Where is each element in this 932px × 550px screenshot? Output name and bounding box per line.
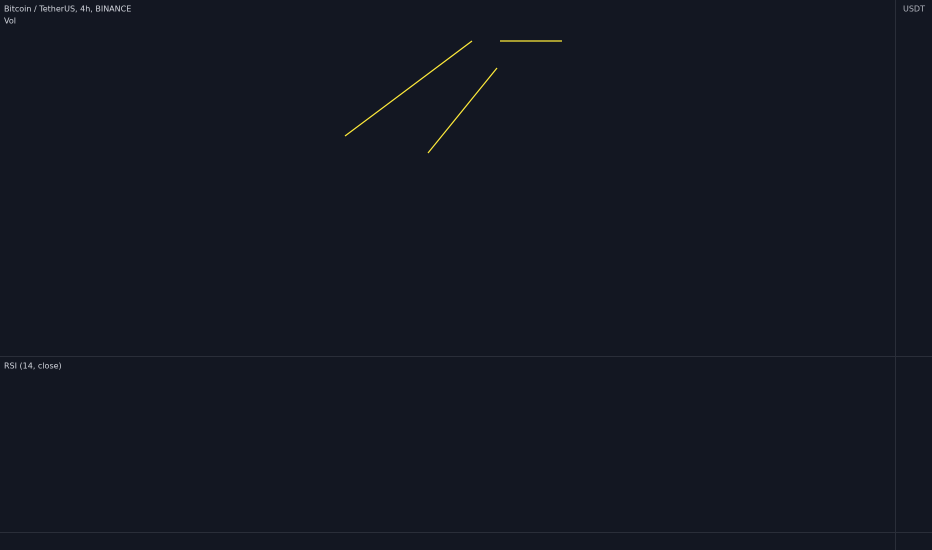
currency-label: USDT [903, 5, 925, 14]
trendlines [344, 40, 562, 154]
trendline [427, 67, 498, 154]
volume-label: Vol [4, 17, 16, 26]
trendline [344, 40, 473, 137]
rsi-label: RSI (14, close) [4, 362, 62, 371]
chart-title: Bitcoin / TetherUS, 4h, BINANCE [4, 5, 131, 14]
